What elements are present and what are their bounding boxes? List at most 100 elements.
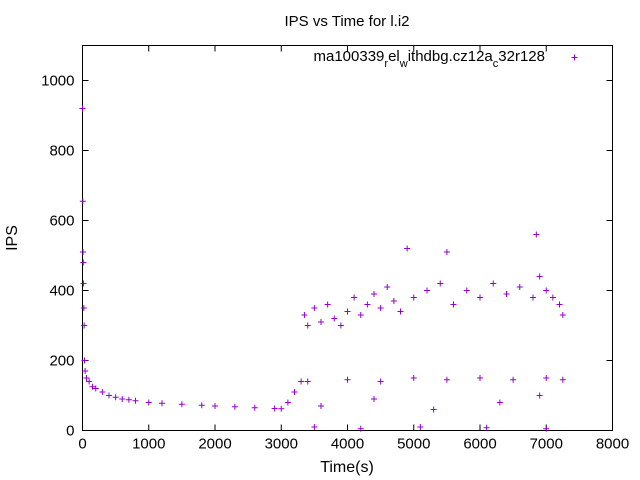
data-point: [298, 378, 305, 385]
data-point: [384, 284, 391, 290]
data-point: [450, 301, 457, 308]
x-tick-label: 8000: [596, 436, 629, 453]
data-point: [344, 376, 351, 383]
y-tick-label: 600: [49, 213, 74, 230]
legend-series-label: ma100339relwithdbg.cz12ac32r128: [313, 48, 545, 70]
data-point: [284, 399, 291, 406]
data-point: [81, 322, 88, 329]
data-point: [318, 319, 324, 325]
x-tick-label: 1000: [132, 436, 165, 453]
data-point: [549, 294, 556, 301]
legend-marker-plus: [571, 54, 578, 61]
data-point: [516, 284, 523, 290]
x-tick-label: 0: [78, 436, 86, 453]
data-point: [304, 378, 311, 385]
data-point: [79, 198, 86, 205]
legend-label-part: ma100339: [313, 48, 384, 65]
data-point: [437, 280, 444, 287]
data-point: [371, 291, 377, 297]
data-point: [503, 291, 510, 297]
data-point: [390, 298, 397, 304]
data-point: [80, 305, 87, 311]
legend-label-part: r: [384, 58, 388, 70]
data-point: [301, 312, 308, 318]
data-point: [80, 280, 87, 287]
data-point: [351, 294, 358, 301]
data-point: [364, 301, 371, 308]
plot-area-border: [82, 45, 613, 431]
data-point: [125, 396, 132, 403]
data-point: [490, 280, 497, 287]
data-point: [278, 405, 285, 412]
x-tick-label: 6000: [463, 436, 496, 453]
x-tick-label: 7000: [530, 436, 563, 453]
data-point: [318, 403, 324, 409]
legend-label-part: 32r128: [498, 48, 545, 65]
legend-label-part: el: [388, 48, 400, 65]
y-tick-label: 400: [49, 283, 74, 300]
data-point: [530, 294, 536, 301]
data-point: [80, 249, 87, 255]
data-point: [357, 312, 364, 318]
data-point: [477, 375, 483, 381]
data-point: [543, 287, 550, 294]
data-point: [92, 385, 99, 392]
data-points: [79, 105, 566, 432]
data-point: [559, 312, 566, 318]
chart-title: IPS vs Time for l.i2: [284, 13, 409, 30]
data-point: [198, 402, 205, 409]
y-tick-label: 800: [49, 143, 74, 160]
x-tick-label: 2000: [198, 436, 231, 453]
x-tick-labels: 0 1000 2000 3000 4000 5000 6000 7000 8000: [78, 436, 629, 453]
data-point: [463, 287, 470, 294]
legend: ma100339relwithdbg.cz12ac32r128: [313, 48, 578, 70]
data-point: [132, 397, 139, 404]
legend-marker: [571, 54, 578, 61]
data-point: [543, 375, 550, 381]
data-point: [112, 394, 119, 401]
data-point: [145, 399, 152, 406]
legend-label-part: w: [399, 58, 408, 70]
data-point: [344, 308, 351, 315]
data-point: [397, 308, 404, 315]
data-point: [443, 249, 450, 255]
data-point: [543, 425, 550, 432]
data-point: [119, 396, 126, 402]
y-tick-label: 1000: [41, 73, 74, 90]
data-point: [212, 403, 218, 409]
data-point: [410, 375, 417, 381]
plot-frame: [82, 45, 613, 431]
data-point: [510, 376, 517, 383]
data-point: [178, 401, 185, 408]
data-point: [331, 315, 338, 322]
axis-ticks: [82, 45, 613, 431]
x-tick-label: 4000: [331, 436, 364, 453]
data-point: [251, 404, 258, 411]
data-point: [443, 376, 450, 383]
data-point: [371, 396, 377, 402]
data-point: [304, 322, 311, 329]
data-point: [556, 301, 563, 308]
data-point: [477, 294, 483, 301]
data-point: [89, 383, 96, 390]
data-point: [410, 294, 417, 301]
data-point: [533, 231, 540, 238]
data-point: [311, 305, 318, 311]
data-point: [79, 105, 86, 112]
data-point: [337, 322, 344, 329]
data-point: [81, 357, 88, 364]
data-point: [231, 403, 238, 410]
x-tick-label: 3000: [265, 436, 298, 453]
data-point: [483, 424, 490, 431]
data-point: [83, 375, 90, 381]
data-point: [536, 392, 543, 399]
data-point: [559, 376, 566, 383]
data-point: [404, 245, 411, 252]
data-point: [311, 424, 318, 430]
data-point: [536, 273, 543, 280]
data-point: [82, 368, 89, 374]
data-point: [106, 392, 112, 399]
data-point: [324, 301, 331, 308]
data-point: [99, 389, 106, 395]
